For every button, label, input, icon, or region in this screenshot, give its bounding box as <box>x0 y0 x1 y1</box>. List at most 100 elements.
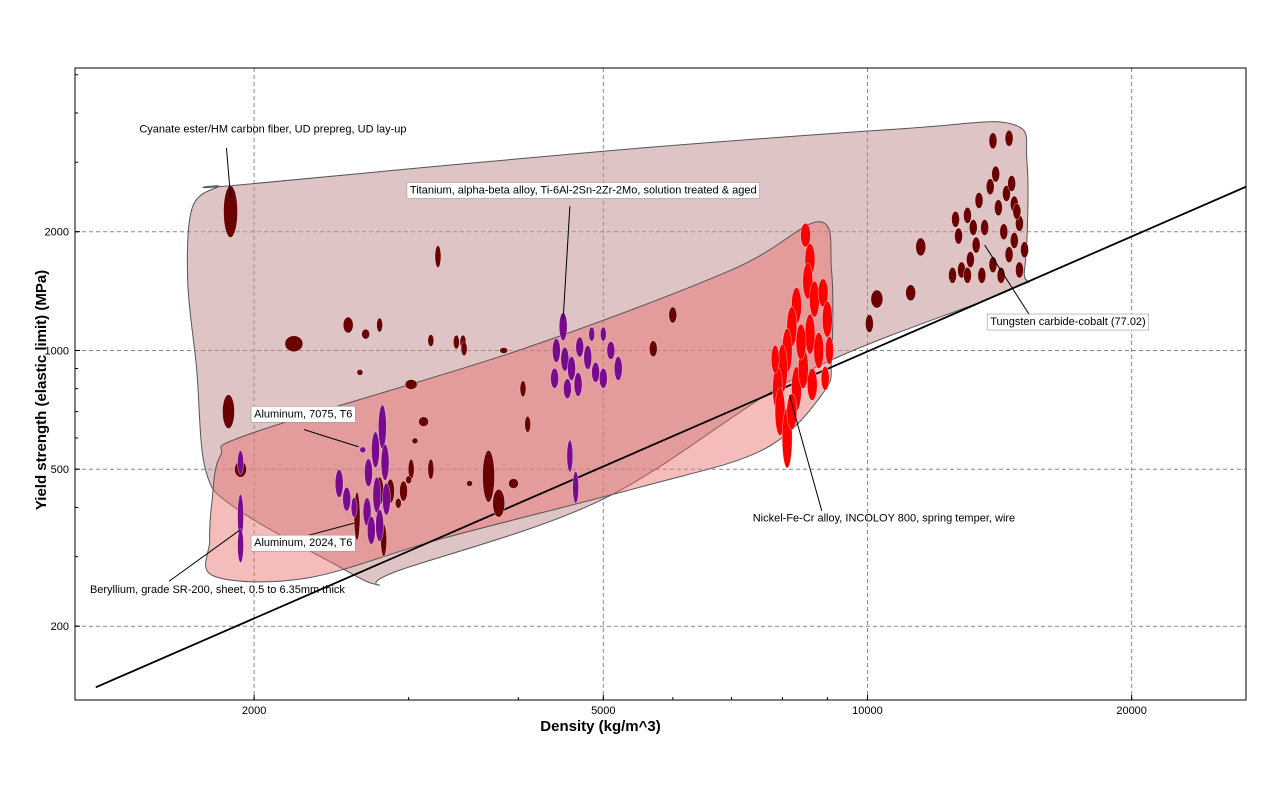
material-bubble <box>342 486 352 512</box>
material-bubble <box>405 475 412 485</box>
material-bubble <box>800 222 811 248</box>
material-bubble <box>991 165 1001 183</box>
material-bubble <box>988 132 998 150</box>
material-bubble <box>524 415 531 433</box>
guide-line-group <box>95 185 1246 689</box>
y-tick-label: 500 <box>51 464 69 476</box>
material-bubble <box>382 482 391 516</box>
material-bubble <box>795 323 807 361</box>
material-bubble <box>1007 175 1016 192</box>
material-bubble <box>1009 232 1019 249</box>
material-bubble <box>648 340 658 358</box>
annotation-leader-line <box>168 529 240 582</box>
material-bubble <box>284 335 304 353</box>
material-bubble <box>915 237 927 257</box>
material-bubble <box>948 267 957 284</box>
material-bubble <box>550 368 559 389</box>
material-bubble <box>237 450 244 475</box>
annotation-leader-line <box>562 206 571 320</box>
material-bubble <box>359 446 367 454</box>
material-bubble <box>466 480 473 487</box>
material-bubble <box>404 379 418 390</box>
material-bubble <box>222 394 235 429</box>
x-tick-label: 5000 <box>591 705 615 717</box>
material-bubble <box>371 431 380 469</box>
material-bubble <box>492 488 506 518</box>
annotation-box <box>406 182 760 199</box>
material-bubble <box>434 245 442 268</box>
material-bubble <box>613 356 623 381</box>
material-bubble <box>366 516 376 545</box>
material-bubble <box>980 219 989 236</box>
material-bubble <box>460 341 468 357</box>
material-bubble <box>968 219 978 236</box>
material-bubble <box>375 509 384 542</box>
annotation-leader-line <box>303 429 359 448</box>
x-axis-title: Density (kg/m^3) <box>540 718 660 735</box>
material-bubble <box>822 300 833 338</box>
material-bubble <box>342 316 354 334</box>
material-bubble <box>963 207 972 224</box>
material-bubble <box>806 368 818 401</box>
material-bubble <box>372 476 382 514</box>
annotation-leader-line <box>984 244 1030 316</box>
annotation-label: Aluminum, 2024, T6 <box>254 537 352 549</box>
material-bubble <box>985 178 995 196</box>
material-bubble <box>508 478 519 489</box>
annotation-leader-line <box>225 147 232 197</box>
material-bubble <box>499 347 509 354</box>
material-bubble <box>572 470 579 504</box>
material-bubble <box>583 345 593 370</box>
material-bubble <box>963 267 972 284</box>
material-bubble <box>1002 185 1011 202</box>
material-bubble <box>820 366 830 391</box>
material-bubble <box>573 372 583 397</box>
annotation-leader-line <box>789 395 823 512</box>
material-bubble <box>237 528 244 563</box>
material-bubble <box>606 341 616 360</box>
x-tick-label: 20000 <box>1116 705 1147 717</box>
annotation-label: Nickel-Fe-Cr alloy, INCOLOY 800, spring … <box>753 513 1015 525</box>
material-bubble <box>994 199 1003 217</box>
material-bubble <box>951 211 960 228</box>
material-bubble <box>567 356 576 381</box>
x-tick-label: 10000 <box>852 705 883 717</box>
annotation-box <box>986 313 1150 331</box>
material-bubble <box>482 449 495 503</box>
annotation-label: Titanium, alpha-beta alloy, Ti-6Al-2Sn-2… <box>410 184 757 196</box>
material-bubble <box>519 380 527 397</box>
material-bubble <box>427 458 435 480</box>
material-bubble <box>361 328 370 340</box>
x-tick-label: 2000 <box>242 705 266 717</box>
material-bubble <box>399 480 408 502</box>
material-bubble <box>1012 203 1022 220</box>
annotation-label: Tungsten carbide-cobalt (77.02) <box>990 316 1146 328</box>
material-bubble <box>395 497 402 509</box>
annotation-label: Beryllium, grade SR-200, sheet, 0.5 to 6… <box>90 584 345 596</box>
material-bubble <box>825 336 834 365</box>
material-bubble <box>1004 246 1014 263</box>
material-bubble <box>599 368 608 389</box>
material-bubble <box>552 338 561 363</box>
material-bubble <box>223 185 238 238</box>
guide-line <box>95 185 1246 689</box>
material-bubble <box>575 336 585 358</box>
material-bubble <box>350 497 358 518</box>
material-bubble <box>865 314 874 333</box>
material-bubble <box>563 378 572 399</box>
y-axis-title: Yield strength (elastic limit) (MPa) <box>33 270 50 510</box>
material-bubble <box>380 444 390 481</box>
material-bubble <box>376 317 383 333</box>
material-bubble <box>870 289 884 309</box>
material-bubble <box>427 334 435 347</box>
material-bubble <box>1015 261 1024 279</box>
material-bubble <box>954 227 963 245</box>
annotation-label: Cyanate ester/HM carbon fiber, UD prepre… <box>139 123 406 135</box>
material-bubble <box>770 344 780 374</box>
material-bubble <box>996 267 1006 284</box>
material-bubble <box>411 437 419 445</box>
material-bubble <box>977 267 987 284</box>
material-bubble <box>999 223 1009 241</box>
material-bubble <box>356 369 364 376</box>
material-bubbles <box>222 129 1029 563</box>
